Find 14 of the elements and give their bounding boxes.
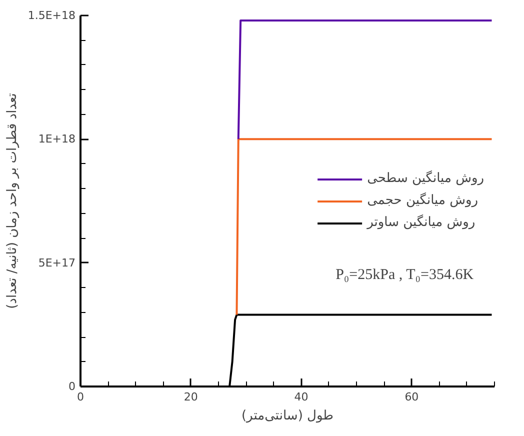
y-tick-label: 0 — [68, 380, 76, 393]
y-tick-label: 1E+18 — [38, 132, 76, 146]
y-tick-label: 5E+17 — [38, 256, 76, 270]
x-axis-title: طول (سانتی‌متر) — [241, 408, 334, 424]
y-axis-title: تعداد قطرات بر واحد زمان (ثانیه/ تعداد) — [4, 92, 20, 309]
y-tick-label: 1.5E+18 — [28, 9, 76, 22]
annotation: P₀=25kPa , T₀=354.6K — [336, 267, 474, 284]
x-tick-label: 40 — [294, 390, 308, 404]
legend-label: روش میانگین ساوتر — [367, 215, 476, 230]
legend-label: روش میانگین حجمی — [367, 193, 478, 208]
x-tick-label: 20 — [184, 390, 198, 404]
x-tick-label: 60 — [404, 390, 419, 404]
legend-label: روش میانگین سطحی — [367, 171, 484, 186]
x-tick-label: 0 — [77, 390, 84, 404]
